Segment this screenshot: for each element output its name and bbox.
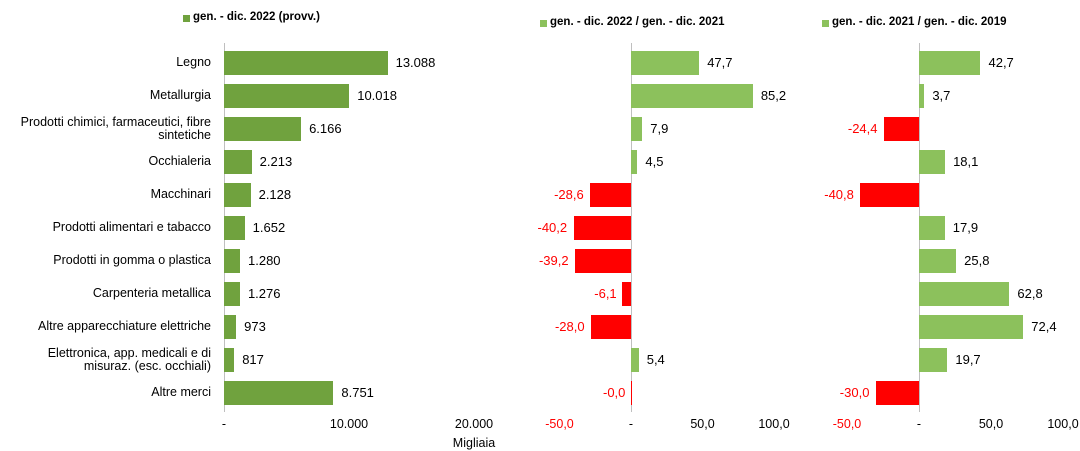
value-label: 85,2 xyxy=(760,87,787,103)
category-label: Macchinari xyxy=(150,187,211,201)
bar xyxy=(574,248,631,273)
value-label: 19,7 xyxy=(955,351,981,367)
value-label: 47,7 xyxy=(707,54,733,70)
bar xyxy=(224,380,334,405)
value-label: 1.652 xyxy=(252,219,286,235)
value-label: 2.213 xyxy=(259,153,293,169)
value-label: -30,0 xyxy=(839,384,870,400)
x-tick-label: 50,0 xyxy=(978,417,1004,431)
bar xyxy=(224,281,240,306)
value-label: 1.276 xyxy=(247,285,281,301)
value-label: -24,4 xyxy=(847,120,878,136)
x-tick-label: 10.000 xyxy=(329,417,369,431)
bar xyxy=(883,116,919,141)
bar xyxy=(631,380,632,405)
value-label: 13.088 xyxy=(395,54,436,70)
value-label: -39,2 xyxy=(538,252,569,268)
bar xyxy=(590,314,631,339)
x-tick-label: 20.000 xyxy=(454,417,494,431)
legend-label: gen. - dic. 2022 (provv.) xyxy=(193,11,320,23)
value-label: -40,8 xyxy=(824,186,854,202)
value-label: 18,1 xyxy=(953,153,979,169)
x-tick-label: - xyxy=(916,417,922,431)
value-label: 62,8 xyxy=(1017,285,1043,301)
x-tick-label: - xyxy=(221,417,227,431)
category-label: Occhialeria xyxy=(148,154,211,168)
category-label: Metallurgia xyxy=(149,88,211,102)
bar xyxy=(919,281,1010,306)
value-label: 4,5 xyxy=(645,153,664,169)
value-label: 3,7 xyxy=(932,87,951,103)
bar xyxy=(631,50,700,75)
value-label: 817 xyxy=(242,351,264,367)
legend-swatch xyxy=(183,15,190,22)
value-label: 5,4 xyxy=(646,351,665,367)
category-label: Altre merci xyxy=(151,385,211,399)
value-label: 25,8 xyxy=(964,252,990,268)
value-label: -40,2 xyxy=(537,219,568,235)
bar xyxy=(919,149,946,174)
legend-label: gen. - dic. 2022 / gen. - dic. 2021 xyxy=(550,16,725,28)
legend-swatch xyxy=(822,20,829,27)
bar xyxy=(224,83,350,108)
x-tick-label: 100,0 xyxy=(758,417,790,431)
bar xyxy=(919,347,948,372)
value-label: 72,4 xyxy=(1031,318,1057,334)
value-label: 1.280 xyxy=(248,252,281,268)
bar xyxy=(860,182,919,207)
bar xyxy=(919,248,957,273)
bar xyxy=(919,314,1024,339)
bar xyxy=(573,215,631,240)
value-label: 17,9 xyxy=(952,219,979,235)
category-label: Prodotti alimentari e tabacco xyxy=(52,220,211,234)
bar xyxy=(631,149,638,174)
value-label: 973 xyxy=(244,318,266,334)
bar xyxy=(631,83,753,108)
x-tick-label: -50,0 xyxy=(545,417,574,431)
legend-label: gen. - dic. 2021 / gen. - dic. 2019 xyxy=(832,16,1007,28)
value-label: -0,0 xyxy=(603,384,626,400)
value-label: 42,7 xyxy=(988,54,1014,70)
bar xyxy=(919,50,981,75)
x-axis-label: Migliaia xyxy=(452,436,496,450)
bar xyxy=(224,314,237,339)
x-tick-label: - xyxy=(628,417,634,431)
bar xyxy=(622,281,631,306)
category-label: Prodotti in gomma o plastica xyxy=(53,253,211,267)
bar xyxy=(919,215,945,240)
value-label: -28,0 xyxy=(554,318,585,334)
bar xyxy=(875,380,919,405)
axis-line xyxy=(630,43,632,412)
bar xyxy=(224,50,388,75)
bar xyxy=(224,347,235,372)
bar xyxy=(224,215,245,240)
bar xyxy=(224,248,240,273)
value-label: 8.751 xyxy=(341,384,374,400)
bar xyxy=(590,182,631,207)
x-tick-label: 100,0 xyxy=(1047,417,1079,431)
bar xyxy=(224,149,252,174)
bar xyxy=(224,182,251,207)
category-label: Prodotti chimici, farmaceutici, fibre si… xyxy=(20,114,211,142)
category-label: Elettronica, app. medicali e di misuraz.… xyxy=(47,345,211,373)
category-label: Legno xyxy=(176,55,211,69)
bar xyxy=(919,83,925,108)
value-label: 7,9 xyxy=(650,120,669,136)
value-label: 2.128 xyxy=(258,186,292,202)
value-label: -28,6 xyxy=(554,186,584,202)
value-label: 10.018 xyxy=(357,87,397,103)
bar xyxy=(631,347,639,372)
x-tick-label: -50,0 xyxy=(832,417,862,431)
x-tick-label: 50,0 xyxy=(690,417,715,431)
bar xyxy=(631,116,643,141)
category-label: Altre apparecchiature elettriche xyxy=(37,319,211,333)
value-label: -6,1 xyxy=(594,285,617,301)
bar xyxy=(224,116,302,141)
category-label: Carpenteria metallica xyxy=(92,286,211,300)
legend-swatch xyxy=(540,20,547,27)
value-label: 6.166 xyxy=(309,120,342,136)
